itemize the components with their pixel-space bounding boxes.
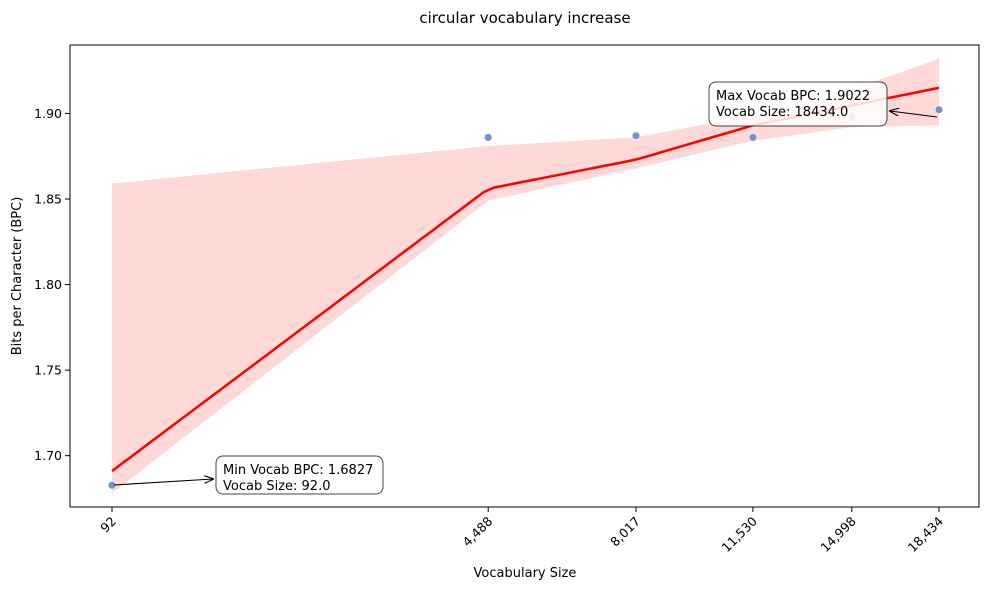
data-point — [631, 131, 641, 140]
annotation-arrow — [113, 479, 213, 486]
data-point — [934, 105, 944, 114]
y-tick-label: 1.85 — [34, 192, 62, 207]
data-point — [748, 133, 757, 142]
chart-title: circular vocabulary increase — [419, 9, 630, 27]
data-point — [484, 133, 493, 142]
plot-frame — [69, 44, 980, 508]
y-tick-label: 1.75 — [34, 363, 62, 378]
confidence-band — [112, 58, 939, 494]
y-tick-label: 1.80 — [34, 277, 62, 292]
annotation-text: Vocab Size: 92.0 — [223, 479, 330, 494]
annotation-text: Max Vocab BPC: 1.9022 — [716, 89, 870, 104]
annotation-text: Vocab Size: 18434.0 — [716, 105, 848, 120]
y-tick-label: 1.70 — [34, 448, 62, 463]
annotation-arrow — [890, 111, 938, 118]
y-axis-label: Bits per Character (BPC) — [10, 197, 25, 356]
annotation-text: Min Vocab BPC: 1.6827 — [223, 463, 373, 478]
annotation-box — [215, 455, 384, 495]
x-axis-label: Vocabulary Size — [474, 566, 577, 581]
annotation-box — [708, 81, 888, 127]
y-tick-label: 1.90 — [34, 106, 62, 121]
confidence-band-layer — [112, 58, 939, 494]
